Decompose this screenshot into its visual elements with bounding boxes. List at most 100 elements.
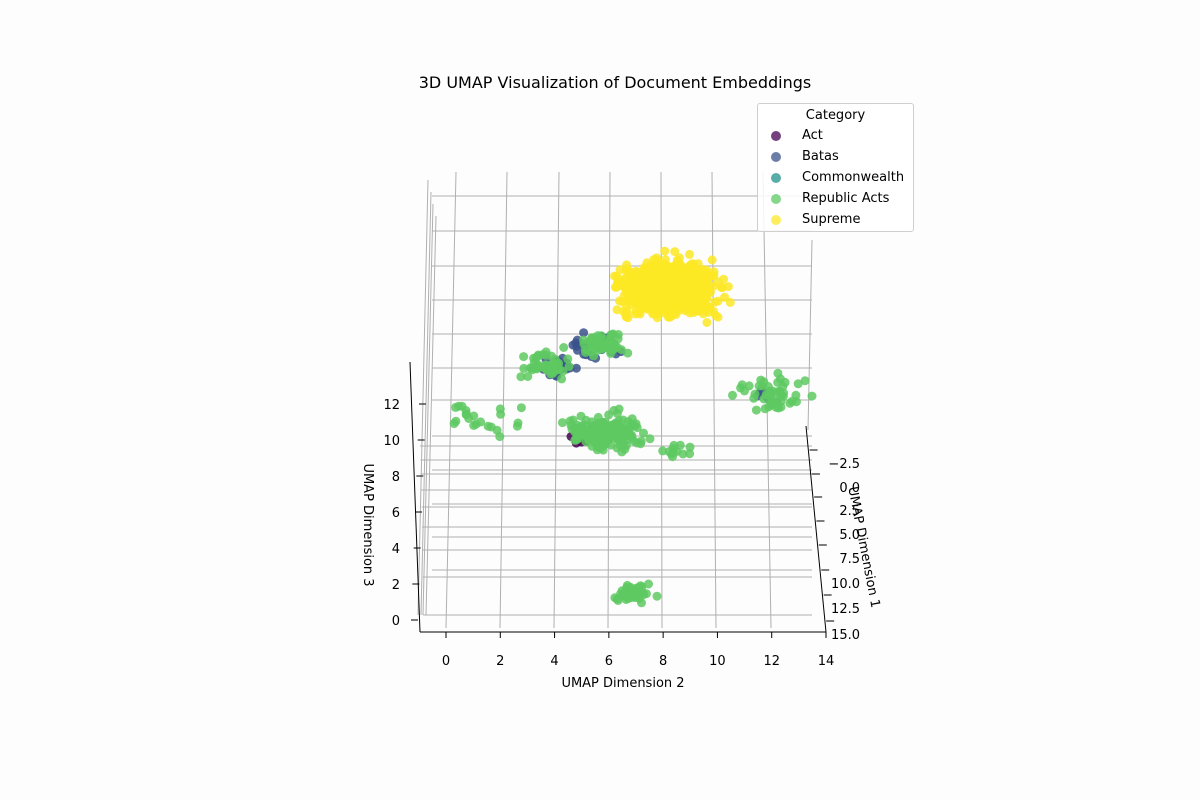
data-point [559, 343, 569, 352]
data-point [658, 308, 668, 318]
data-point [557, 374, 567, 384]
data-point [623, 417, 633, 427]
data-point [565, 416, 575, 426]
data-point [744, 381, 754, 391]
data-point [711, 311, 721, 320]
data-point [516, 403, 526, 413]
data-point [572, 435, 581, 445]
data-point [687, 259, 697, 269]
data-point [702, 305, 712, 315]
data-point [542, 361, 552, 370]
data-point [626, 300, 636, 310]
data-point [564, 362, 574, 371]
legend-marker-icon [771, 172, 781, 183]
y-tick-label: 4 [550, 654, 558, 669]
x-tick-label: 2.5 [839, 504, 860, 519]
data-point [644, 303, 654, 313]
data-point [573, 345, 582, 355]
z-tick-label: 2 [392, 578, 400, 593]
z-tick-label: 12 [383, 398, 400, 413]
data-point [807, 391, 817, 401]
data-point [666, 280, 675, 290]
data-point [636, 294, 646, 304]
legend-label: Commonwealth [802, 170, 905, 185]
data-point [728, 390, 737, 400]
data-point [579, 328, 589, 338]
data-point [617, 297, 627, 307]
data-point [469, 421, 479, 430]
data-point [596, 429, 606, 439]
data-point [627, 592, 637, 602]
data-point [702, 318, 712, 327]
data-point [558, 418, 567, 428]
legend-title: Category [805, 108, 866, 123]
data-point [461, 410, 471, 420]
data-point [719, 274, 729, 284]
data-point [653, 292, 663, 302]
x-tick-label: 10.0 [831, 577, 860, 592]
data-point [627, 288, 637, 298]
data-point [751, 405, 761, 415]
data-point [451, 416, 461, 426]
data-point [760, 404, 770, 414]
data-point [563, 354, 573, 364]
legend-entry: Supreme [758, 209, 913, 230]
data-point [773, 377, 783, 387]
legend-marker-icon [771, 130, 781, 141]
data-point [609, 405, 619, 415]
legend-entry: Commonwealth [758, 167, 913, 188]
z-tick-label: 10 [383, 434, 400, 449]
legend-label: Act [802, 128, 823, 143]
data-point [667, 311, 677, 321]
y-axis-title: UMAP Dimension 2 [561, 676, 684, 691]
data-point [649, 279, 659, 289]
y-tick-label: 12 [763, 654, 780, 669]
data-point [644, 579, 653, 589]
y-tick-label: 0 [442, 654, 450, 669]
y-tick-label: 2 [496, 654, 504, 669]
z-tick-label: 6 [392, 506, 400, 521]
legend-marker-icon [771, 193, 781, 204]
data-point [697, 269, 707, 279]
x-tick-label: 15.0 [831, 628, 860, 643]
data-point [707, 255, 717, 265]
data-point [523, 372, 533, 381]
data-point [616, 345, 626, 355]
data-point [598, 418, 608, 427]
legend-label: Batas [802, 149, 839, 164]
data-point [529, 358, 539, 367]
data-point [620, 424, 630, 434]
data-point [693, 259, 703, 269]
data-point [725, 297, 735, 307]
data-point [749, 393, 759, 403]
data-point [621, 266, 631, 276]
legend-marker-icon [771, 214, 781, 225]
data-point [642, 258, 652, 268]
series-republic-acts [449, 329, 817, 608]
axis-lines [409, 361, 827, 633]
data-point [615, 440, 625, 450]
data-point [610, 593, 620, 603]
z-tick-label: 8 [392, 470, 400, 485]
data-point [618, 278, 628, 288]
data-point [677, 285, 687, 295]
x-tick-label: −2.5 [828, 457, 860, 472]
data-point [660, 246, 670, 256]
data-point [567, 424, 577, 434]
data-point [541, 350, 551, 360]
data-point [580, 345, 590, 355]
data-point [519, 352, 529, 362]
legend-label: Supreme [802, 212, 861, 227]
data-point [597, 339, 606, 349]
data-point [457, 401, 467, 411]
data-point [771, 402, 781, 412]
x-tick-label: 5.0 [839, 528, 860, 543]
data-point [589, 341, 599, 351]
data-point [667, 449, 676, 459]
data-point [703, 288, 713, 298]
data-point [692, 275, 702, 285]
legend-entry: Batas [758, 146, 913, 167]
data-point [670, 247, 680, 257]
tick-labels: 0 2 4 6 8 10 12 14 0 2 4 6 8 10 12 −2.5 0.0 2.5 5.0 7.5 10.0… [383, 398, 860, 669]
